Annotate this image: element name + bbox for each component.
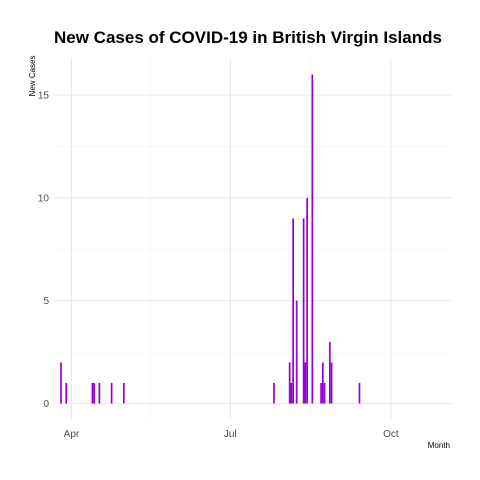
bar — [358, 382, 361, 404]
bar — [98, 382, 101, 404]
bar — [302, 218, 305, 404]
bar — [60, 362, 62, 404]
bar — [320, 382, 322, 404]
y-axis-ticks: 0 5 10 15 — [38, 91, 50, 411]
bar — [91, 382, 94, 404]
bar — [273, 382, 275, 404]
bar — [328, 341, 331, 404]
bar — [304, 362, 307, 404]
bar — [306, 197, 308, 404]
y-tick-label: 5 — [43, 296, 49, 307]
y-tick-label: 15 — [38, 91, 50, 102]
bar — [122, 382, 125, 404]
x-axis-ticks: Apr Jul Oct — [64, 429, 399, 440]
bar — [311, 74, 314, 404]
bar — [321, 362, 324, 404]
bar — [330, 362, 333, 404]
bar — [292, 218, 294, 404]
bar — [288, 362, 291, 404]
x-tick-label: Jul — [224, 429, 237, 440]
bar — [93, 382, 95, 404]
x-tick-label: Oct — [383, 429, 399, 440]
y-axis-label: New Cases — [28, 56, 37, 97]
y-tick-label: 10 — [38, 193, 50, 204]
bar — [290, 382, 293, 404]
bar — [65, 382, 68, 404]
bar — [110, 382, 113, 404]
x-tick-label: Apr — [64, 429, 80, 440]
bar — [295, 300, 298, 404]
x-axis-label: Month — [428, 441, 450, 450]
y-tick-label: 0 — [43, 399, 49, 410]
grid — [54, 58, 452, 420]
bar — [323, 382, 326, 404]
bars — [60, 74, 361, 404]
chart-title: New Cases of COVID-19 in British Virgin … — [54, 28, 442, 47]
